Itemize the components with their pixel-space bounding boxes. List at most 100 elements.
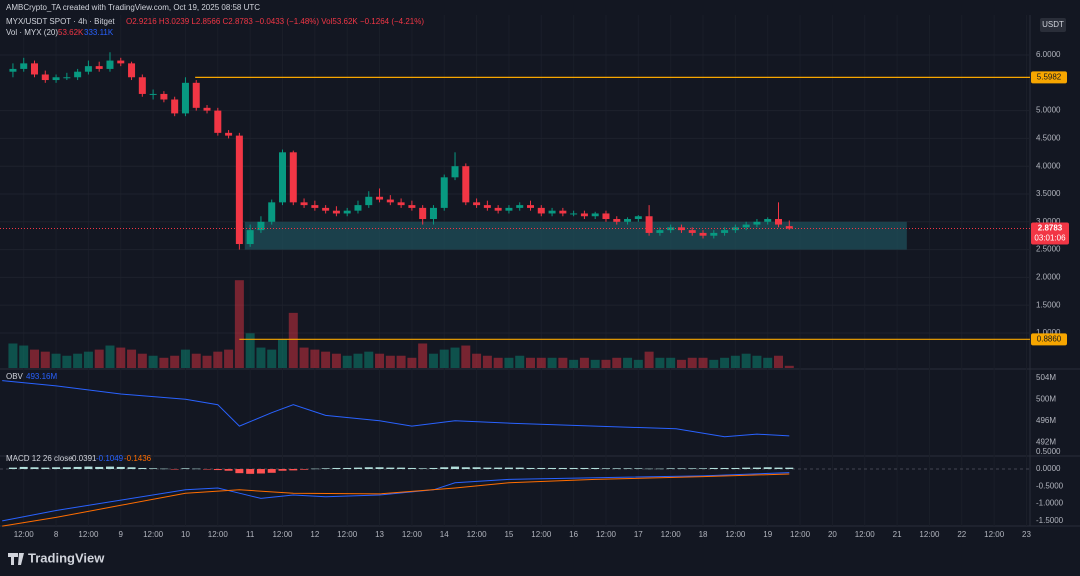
volume-bar — [245, 333, 255, 368]
x-tick-label: 10 — [181, 530, 190, 539]
macd-histogram-bar — [645, 468, 654, 470]
volume-bar — [547, 357, 557, 368]
volume-bar — [385, 355, 395, 368]
y-tick-label: 500M — [1036, 394, 1056, 403]
x-tick-label: 12:00 — [596, 530, 617, 539]
candle-body — [117, 60, 125, 64]
volume-ma: 333.11K — [84, 28, 114, 37]
candle-body — [63, 77, 71, 79]
x-tick-label: 12:00 — [14, 530, 35, 539]
candle-body — [451, 166, 459, 178]
candle-body — [559, 210, 567, 214]
candle-body — [149, 93, 157, 95]
candle-body — [516, 205, 524, 208]
volume-bar — [504, 357, 514, 368]
macd-histogram-bar — [181, 468, 190, 470]
candle-body — [106, 60, 114, 69]
y-tick-label: 496M — [1036, 416, 1056, 425]
macd-histogram-bar — [483, 467, 492, 470]
volume-bar — [8, 343, 18, 368]
candle-body — [235, 135, 243, 245]
y-tick-label: 504M — [1036, 373, 1056, 382]
volume-bar — [127, 349, 137, 368]
macd-histogram-bar — [213, 469, 222, 471]
candle-body — [365, 196, 373, 206]
macd-line — [2, 472, 790, 522]
volume-bar — [375, 353, 385, 368]
macd-histogram-bar — [397, 467, 406, 470]
volume-bar — [773, 355, 783, 368]
candle-body — [20, 63, 28, 69]
x-tick-label: 12:00 — [790, 530, 811, 539]
y-tick-label: 5.0000 — [1036, 106, 1061, 115]
candle-body — [602, 213, 610, 220]
candle-body — [74, 71, 82, 78]
macd-histogram-bar — [73, 466, 82, 470]
candle-body — [171, 99, 179, 114]
candle-body — [580, 213, 588, 217]
candle-body — [300, 202, 308, 206]
volume-bar — [278, 339, 288, 368]
candle-body — [462, 166, 470, 203]
volume-bar — [213, 351, 223, 368]
x-tick-label: 20 — [828, 530, 837, 539]
x-tick-label: 8 — [54, 530, 59, 539]
y-tick-label: 3.0000 — [1036, 217, 1061, 226]
volume-last: 53.62K — [58, 28, 84, 37]
candle-body — [548, 210, 556, 214]
x-tick-label: 12:00 — [208, 530, 229, 539]
candle-body — [31, 63, 39, 75]
macd-histogram-bar — [763, 467, 772, 470]
y-tick-label: 0.0000 — [1036, 464, 1061, 473]
macd-histogram-bar — [267, 469, 276, 473]
volume-bar — [763, 357, 773, 368]
candle-body — [203, 107, 211, 111]
obv-line — [2, 380, 790, 438]
macd-histogram-bar — [364, 467, 373, 470]
macd-histogram-bar — [105, 466, 114, 470]
macd-histogram-bar — [418, 468, 427, 470]
candle-body — [289, 152, 297, 203]
macd-histogram-bar — [41, 467, 50, 470]
macd-histogram-bar — [429, 467, 438, 470]
level-label: 5.5982 — [1037, 72, 1062, 81]
candle-body — [688, 230, 696, 233]
candle-body — [52, 77, 60, 81]
y-tick-label: 3.5000 — [1036, 189, 1061, 198]
volume-bar — [612, 357, 622, 368]
x-tick-label: 12:00 — [855, 530, 876, 539]
macd-histogram-bar — [203, 469, 212, 470]
macd-histogram-bar — [440, 467, 449, 470]
y-tick-label: -1.5000 — [1036, 516, 1064, 525]
y-tick-label: 4.0000 — [1036, 161, 1061, 170]
ohlc-stats: O2.9216 H3.0239 L2.8566 C2.8783 −0.0433 … — [126, 17, 424, 26]
volume-bar — [353, 353, 363, 368]
y-tick-label: 6.0000 — [1036, 50, 1061, 59]
x-tick-label: 12 — [310, 530, 319, 539]
logo-icon — [8, 553, 24, 565]
candle-body — [483, 205, 491, 208]
macd-histogram-bar — [149, 468, 158, 470]
macd-histogram-bar — [170, 469, 179, 470]
macd-histogram-bar — [407, 467, 416, 470]
volume-bar — [730, 355, 740, 368]
candle-body — [386, 199, 394, 203]
macd-histogram-bar — [84, 466, 93, 470]
x-tick-label: 21 — [893, 530, 902, 539]
candle-body — [95, 66, 103, 69]
macd-histogram-bar — [742, 467, 751, 470]
macd-histogram-bar — [224, 469, 233, 471]
volume-bar — [180, 349, 190, 368]
x-tick-label: 12:00 — [661, 530, 682, 539]
x-tick-label: 15 — [504, 530, 513, 539]
candle-body — [279, 152, 287, 203]
volume-bar — [515, 355, 525, 368]
macd-series-value: -0.1436 — [124, 454, 152, 463]
macd-histogram-bar — [504, 467, 513, 470]
volume-bar — [450, 347, 460, 368]
candle-body — [785, 226, 793, 229]
candle-body — [160, 93, 168, 100]
candle-body — [526, 205, 534, 208]
